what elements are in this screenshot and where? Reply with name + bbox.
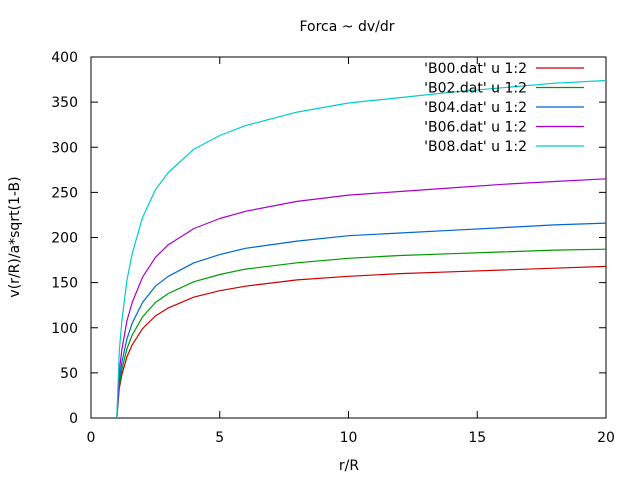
y-tick-label: 50 [60,366,78,382]
plot-area [90,56,607,419]
y-tick-label: 100 [51,321,78,337]
y-tick-label: 250 [51,185,78,201]
x-tick-label: 5 [215,430,224,446]
y-tick-label: 200 [51,231,78,247]
x-tick-label: 0 [87,430,96,446]
legend-label-1: 'B00.dat' u 1:2 [424,61,527,77]
legend-label-5: 'B08.dat' u 1:2 [424,139,527,155]
x-tick-label: 10 [340,430,358,446]
legend-label-4: 'B06.dat' u 1:2 [424,120,527,136]
y-tick-label: 350 [51,95,78,111]
y-tick-label: 0 [69,411,78,427]
legend-label-3: 'B04.dat' u 1:2 [424,100,527,116]
y-tick-label: 300 [51,140,78,156]
y-tick-label: 400 [51,50,78,66]
series-line-3 [116,222,607,419]
legend-label-2: 'B02.dat' u 1:2 [424,81,527,97]
series-line-2 [116,248,607,419]
plot-frame [90,56,607,419]
y-axis-label: v(r/R)/a*sqrt(1-B) [7,176,23,297]
series-line-1 [116,265,607,419]
y-tick-label: 150 [51,276,78,292]
series-lines [116,79,607,419]
x-tick-label: 20 [597,430,615,446]
legend: 'B00.dat' u 1:2 'B02.dat' u 1:2 'B04.dat' … [424,61,584,155]
chart-title: Forca ~ dv/dr [299,19,394,35]
series-line-5 [116,79,607,419]
x-tick-label: 15 [468,430,486,446]
x-axis-label: r/R [339,458,359,474]
series-line-4 [116,178,607,419]
